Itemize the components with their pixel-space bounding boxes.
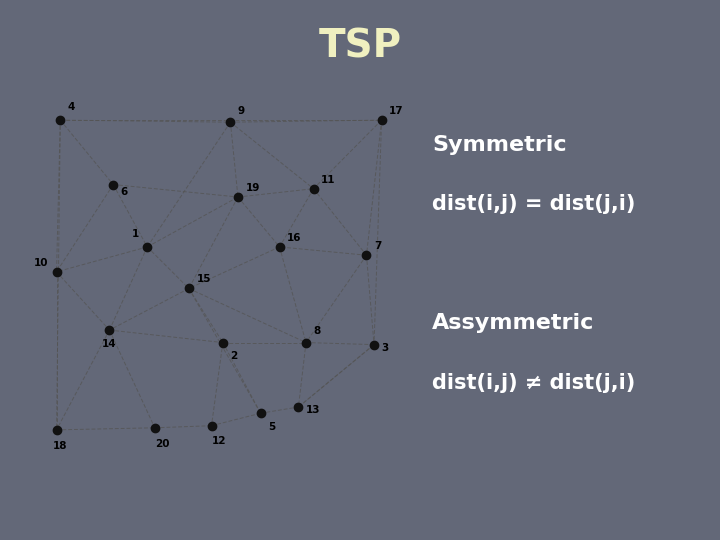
Text: 5: 5 xyxy=(268,422,276,432)
Text: 6: 6 xyxy=(121,187,128,197)
Text: 15: 15 xyxy=(197,274,211,285)
Text: 3: 3 xyxy=(382,343,389,353)
Text: 17: 17 xyxy=(390,106,404,116)
Text: 9: 9 xyxy=(238,106,245,116)
Text: Assymmetric: Assymmetric xyxy=(432,313,595,333)
Text: 20: 20 xyxy=(155,438,169,449)
Text: 13: 13 xyxy=(306,406,320,415)
Text: 14: 14 xyxy=(102,339,117,349)
Text: TSP: TSP xyxy=(318,27,402,65)
Text: 10: 10 xyxy=(34,258,48,268)
Text: 11: 11 xyxy=(321,174,336,185)
Text: dist(i,j) ≠ dist(j,i): dist(i,j) ≠ dist(j,i) xyxy=(432,373,635,393)
Text: 12: 12 xyxy=(212,436,226,447)
Text: 19: 19 xyxy=(246,183,260,193)
Text: 7: 7 xyxy=(374,241,382,251)
Text: 8: 8 xyxy=(313,326,321,336)
Text: dist(i,j) = dist(j,i): dist(i,j) = dist(j,i) xyxy=(432,194,635,214)
Text: 16: 16 xyxy=(287,233,302,243)
Text: 4: 4 xyxy=(68,102,75,112)
Text: 1: 1 xyxy=(132,228,140,239)
Text: 18: 18 xyxy=(53,441,67,451)
Text: 2: 2 xyxy=(230,351,238,361)
Text: Symmetric: Symmetric xyxy=(432,135,567,155)
